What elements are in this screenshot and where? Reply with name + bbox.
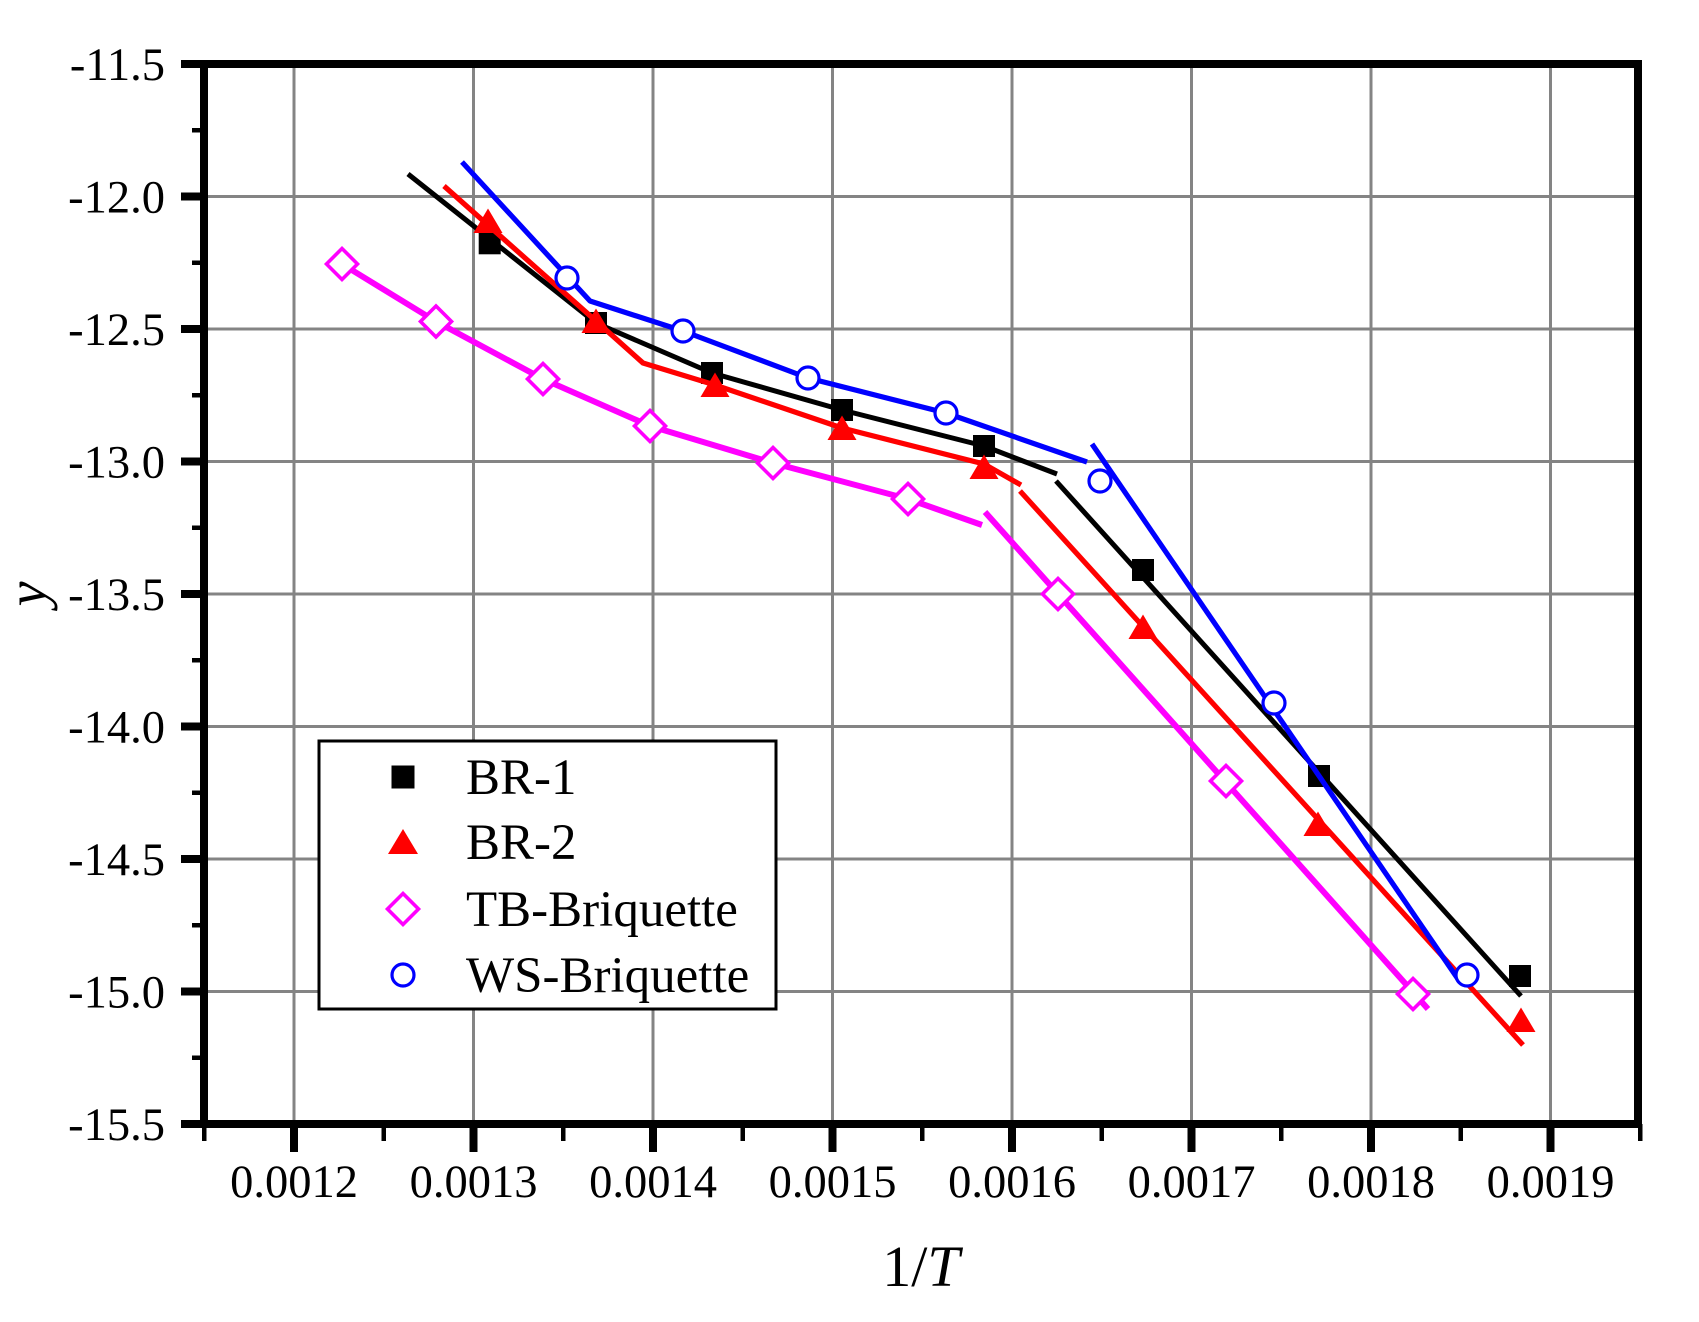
svg-text:0.0013: 0.0013 [410, 1157, 538, 1208]
svg-text:-12.0: -12.0 [68, 173, 165, 224]
svg-text:BR-2: BR-2 [466, 815, 577, 871]
svg-text:0.0016: 0.0016 [948, 1157, 1076, 1208]
svg-text:TB-Briquette: TB-Briquette [466, 882, 738, 938]
svg-text:-11.5: -11.5 [70, 40, 165, 91]
svg-text:-12.5: -12.5 [68, 305, 165, 356]
svg-text:1/T: 1/T [882, 1234, 963, 1299]
svg-text:0.0014: 0.0014 [589, 1157, 717, 1208]
svg-text:-15.0: -15.0 [68, 968, 165, 1019]
svg-text:0.0015: 0.0015 [769, 1157, 897, 1208]
svg-text:WS-Briquette: WS-Briquette [466, 948, 749, 1004]
svg-text:-14.5: -14.5 [68, 835, 165, 886]
svg-text:BR-1: BR-1 [466, 750, 577, 806]
svg-text:-15.5: -15.5 [68, 1100, 165, 1151]
svg-text:-13.0: -13.0 [68, 438, 165, 489]
svg-text:-13.5: -13.5 [68, 570, 165, 621]
svg-text:0.0012: 0.0012 [230, 1157, 358, 1208]
svg-text:-14.0: -14.0 [68, 703, 165, 754]
svg-text:0.0018: 0.0018 [1307, 1157, 1435, 1208]
svg-text:0.0017: 0.0017 [1128, 1157, 1256, 1208]
svg-text:y: y [0, 581, 59, 611]
svg-text:0.0019: 0.0019 [1487, 1157, 1615, 1208]
